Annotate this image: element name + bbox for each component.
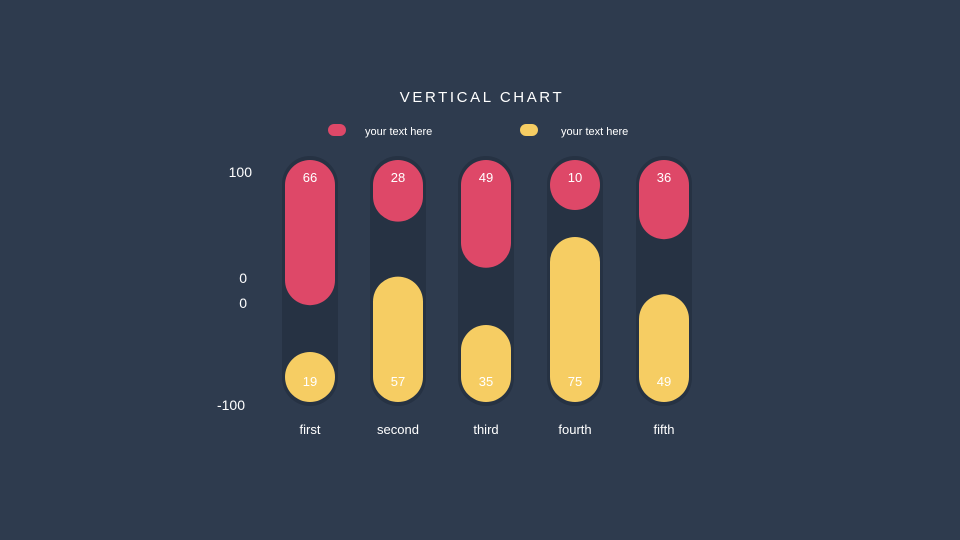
y-tick-label: 0 xyxy=(239,270,247,286)
legend-swatch-series-2 xyxy=(520,124,538,136)
y-tick-label: 100 xyxy=(229,164,253,180)
bar-negative-first xyxy=(285,352,335,402)
chart-title: VERTICAL CHART xyxy=(400,89,565,106)
bar-positive-second xyxy=(373,160,423,222)
category-label-fourth: fourth xyxy=(558,422,591,437)
category-label-first: first xyxy=(300,422,321,437)
bar-negative-fifth xyxy=(639,294,689,402)
data-label-positive-fourth: 10 xyxy=(568,170,582,185)
x-axis-categories: first second third fourth fifth xyxy=(300,422,675,437)
y-tick-label: -100 xyxy=(217,397,245,413)
legend-label-series-2: your text here xyxy=(561,126,628,138)
data-label-negative-fourth: 75 xyxy=(568,374,582,389)
y-tick-label: 0 xyxy=(239,295,247,311)
legend-swatch-series-1 xyxy=(328,124,346,136)
data-label-negative-first: 19 xyxy=(303,374,317,389)
bar-positive-fourth xyxy=(550,160,600,210)
bars: 66 19 28 57 49 35 10 75 36 49 xyxy=(282,156,692,406)
bar-positive-third xyxy=(461,160,511,268)
category-label-third: third xyxy=(473,422,498,437)
category-label-second: second xyxy=(377,422,419,437)
data-label-positive-fifth: 36 xyxy=(657,170,671,185)
data-label-negative-fifth: 49 xyxy=(657,374,671,389)
bar-positive-fifth xyxy=(639,160,689,240)
legend-label-series-1: your text here xyxy=(365,126,432,138)
bar-negative-fourth xyxy=(550,237,600,402)
bar-positive-first xyxy=(285,160,335,306)
data-label-positive-first: 66 xyxy=(303,170,317,185)
category-label-fifth: fifth xyxy=(654,422,675,437)
y-axis: 100 0 0 -100 xyxy=(217,164,252,413)
data-label-positive-third: 49 xyxy=(479,170,493,185)
data-label-negative-second: 57 xyxy=(391,374,405,389)
data-label-positive-second: 28 xyxy=(391,170,405,185)
data-label-negative-third: 35 xyxy=(479,374,493,389)
bar-negative-second xyxy=(373,276,423,402)
legend: your text here your text here xyxy=(328,124,628,138)
bar-negative-third xyxy=(461,325,511,402)
